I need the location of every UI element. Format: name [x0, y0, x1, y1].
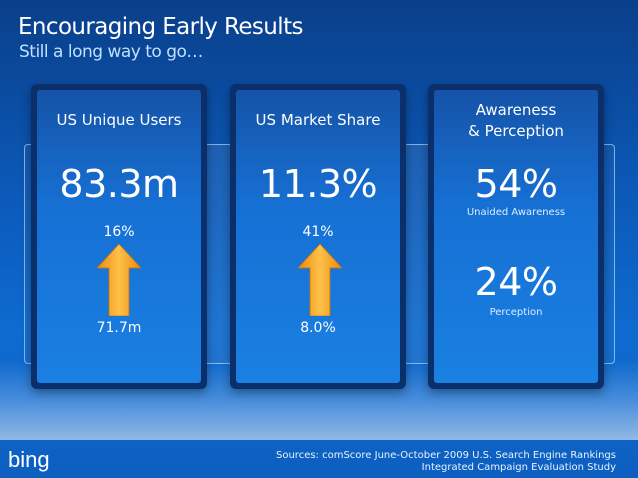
arrow-up-icon — [298, 244, 342, 316]
card-heading: US Unique Users — [56, 111, 182, 129]
card-panel: Awareness & Perception 54% Unaided Aware… — [434, 90, 598, 383]
card-panel: US Unique Users 83.3m 16% 71.7m — [37, 90, 201, 383]
awareness-label: Unaided Awareness — [466, 207, 566, 218]
sources-note: Sources: comScore June-October 2009 U.S.… — [276, 450, 616, 474]
perception-value: 24% — [474, 260, 558, 304]
growth-percent: 41% — [302, 224, 334, 240]
growth-percent: 16% — [103, 224, 135, 240]
baseline-value: 8.0% — [300, 320, 336, 336]
card-market-share: US Market Share 11.3% 41% 8.0% — [230, 84, 406, 389]
card-heading-line2: & Perception — [468, 122, 564, 140]
perception-label: Perception — [489, 307, 543, 318]
card-value: 83.3m — [59, 162, 179, 206]
slide-title: Encouraging Early Results — [18, 14, 303, 40]
awareness-value: 54% — [474, 162, 558, 206]
arrow-up-icon — [97, 244, 141, 316]
card-awareness: Awareness & Perception 54% Unaided Aware… — [428, 84, 604, 389]
card-value: 11.3% — [258, 162, 378, 206]
card-heading-line1: Awareness — [475, 101, 557, 119]
bing-logo: bing — [8, 447, 50, 472]
logo-text: bing — [8, 447, 50, 472]
card-heading: US Market Share — [255, 111, 381, 129]
sources-line-1: Sources: comScore June-October 2009 U.S.… — [276, 450, 616, 461]
sources-line-2: Integrated Campaign Evaluation Study — [421, 462, 616, 473]
baseline-value: 71.7m — [96, 320, 142, 336]
card-panel: US Market Share 11.3% 41% 8.0% — [236, 90, 400, 383]
slide-subtitle: Still a long way to go… — [19, 42, 203, 62]
card-unique-users: US Unique Users 83.3m 16% 71.7m — [31, 84, 207, 389]
